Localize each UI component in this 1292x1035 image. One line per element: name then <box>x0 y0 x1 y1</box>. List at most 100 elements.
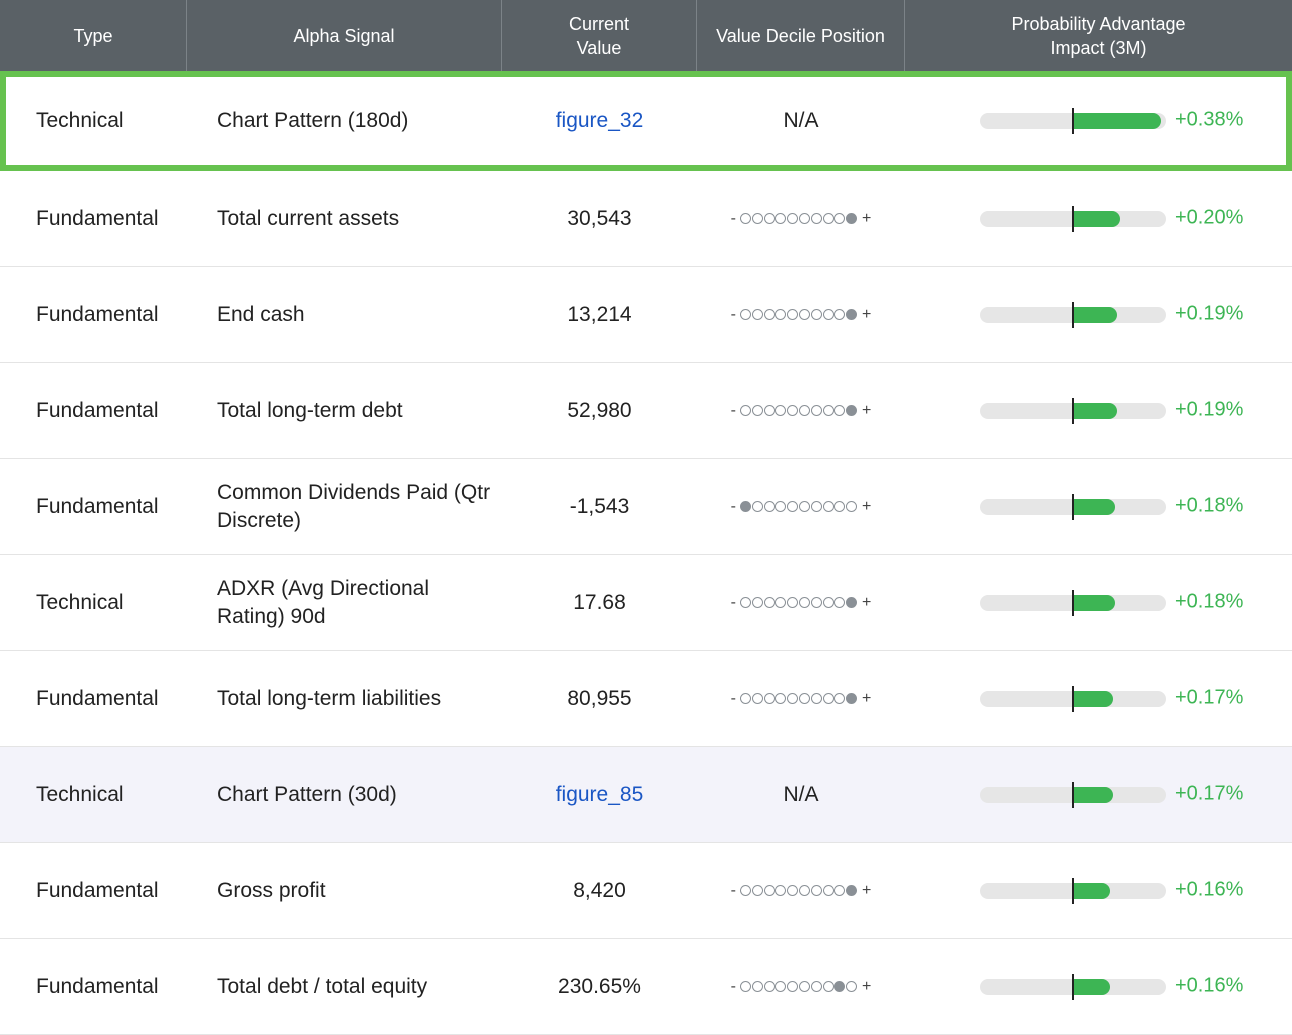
impact-bar-zero-line <box>1072 301 1074 328</box>
signal-type: Fundamental <box>36 302 159 326</box>
decile-dot <box>763 885 775 896</box>
decile-dot <box>810 885 822 896</box>
decile-dot <box>787 885 799 896</box>
header-probability-impact-label: Probability Advantage Impact (3M) <box>1011 14 1186 58</box>
signal-name: Chart Pattern (30d) <box>217 782 397 806</box>
impact-bar-zero-line <box>1072 589 1074 616</box>
decile-minus: - <box>730 881 736 899</box>
table-row[interactable]: Fundamental Total current assets 30,543- + +… <box>0 171 1292 267</box>
table-row[interactable]: Fundamental Gross profit 8,420- + +0.16% <box>0 843 1292 939</box>
impact-value: +0.19% <box>1175 397 1244 420</box>
decile-dot <box>763 981 775 992</box>
header-current-value[interactable]: Current Value <box>502 0 697 72</box>
decile-plus: + <box>861 497 872 515</box>
decile-dot <box>763 693 775 704</box>
current-value-text: 17.68 <box>573 590 626 614</box>
probability-impact: +0.16% <box>905 939 1292 1034</box>
signal-type: Technical <box>36 108 124 132</box>
impact-value: +0.17% <box>1175 685 1244 708</box>
value-decile: N/A <box>697 747 905 842</box>
table-row[interactable]: Fundamental Common Dividends Paid (Qtr Di… <box>0 459 1292 555</box>
value-decile: - + <box>697 171 905 266</box>
table-row[interactable]: Fundamental Total long-term debt 52,980- + +… <box>0 363 1292 459</box>
decile-dot <box>834 597 846 608</box>
impact-bar-zero-line <box>1072 877 1074 904</box>
current-value-link[interactable]: figure_32 <box>555 108 644 132</box>
current-value-text: 8,420 <box>573 878 626 902</box>
decile-dot <box>822 693 834 704</box>
header-alpha-signal[interactable]: Alpha Signal <box>187 0 502 72</box>
impact-bar-fill <box>1073 112 1162 129</box>
decile-dot <box>775 213 787 224</box>
impact-bar <box>980 589 1166 616</box>
impact-value: +0.38% <box>1175 107 1244 130</box>
decile-dot <box>751 597 763 608</box>
decile-dot <box>822 597 834 608</box>
impact-bar-zero-line <box>1072 493 1074 520</box>
impact-bar-fill <box>1073 594 1115 611</box>
decile-na: N/A <box>783 108 819 132</box>
decile-dot <box>787 597 799 608</box>
impact-value: +0.20% <box>1175 205 1244 228</box>
decile-dot-active <box>846 693 858 704</box>
probability-impact: +0.19% <box>905 363 1292 458</box>
decile-dot <box>763 597 775 608</box>
current-value: 8,420 <box>502 843 697 938</box>
signal-type: Fundamental <box>36 878 159 902</box>
header-value-decile[interactable]: Value Decile Position <box>697 0 905 72</box>
table-header: Type Alpha Signal Current Value Value De… <box>0 0 1292 72</box>
table-row[interactable]: Fundamental Total debt / total equity 230.… <box>0 939 1292 1035</box>
decile-dot <box>751 405 763 416</box>
table-row[interactable]: Technical Chart Pattern (30d) figure_85 N/A… <box>0 747 1292 843</box>
impact-value: +0.19% <box>1175 301 1244 324</box>
decile-dot <box>822 213 834 224</box>
decile-dot <box>798 309 810 320</box>
decile-dot <box>763 405 775 416</box>
impact-bar <box>980 397 1166 424</box>
decile-plus: + <box>861 401 872 419</box>
current-value-link[interactable]: figure_85 <box>555 782 644 806</box>
decile-indicator: - + <box>727 594 876 612</box>
probability-impact: +0.17% <box>905 651 1292 746</box>
table-row[interactable]: Technical ADXR (Avg Directional Rating) 9… <box>0 555 1292 651</box>
current-value-text: -1,543 <box>569 494 630 518</box>
decile-dot <box>775 501 787 512</box>
decile-dot <box>787 981 799 992</box>
decile-dot <box>751 693 763 704</box>
table-row[interactable]: Fundamental End cash 13,214- + +0.19% <box>0 267 1292 363</box>
impact-bar-zero-line <box>1072 397 1074 424</box>
decile-dot <box>810 309 822 320</box>
header-type[interactable]: Type <box>0 0 187 72</box>
decile-indicator: - + <box>727 882 876 900</box>
decile-dot <box>787 213 799 224</box>
impact-bar-fill <box>1073 978 1111 995</box>
decile-dot <box>751 885 763 896</box>
table-row[interactable]: Fundamental Total long-term liabilities 80… <box>0 651 1292 747</box>
decile-dot <box>810 501 822 512</box>
signal-type: Fundamental <box>36 974 159 998</box>
header-probability-impact[interactable]: Probability Advantage Impact (3M) <box>905 0 1292 72</box>
impact-bar <box>980 205 1166 232</box>
decile-plus: + <box>861 977 872 995</box>
decile-dot <box>798 597 810 608</box>
signal-type: Technical <box>36 782 124 806</box>
probability-impact: +0.17% <box>905 747 1292 842</box>
decile-dot-active <box>846 597 858 608</box>
decile-dot <box>834 885 846 896</box>
impact-bar <box>980 301 1166 328</box>
decile-dot <box>798 981 810 992</box>
decile-dot <box>822 981 834 992</box>
probability-impact: +0.20% <box>905 171 1292 266</box>
impact-bar-fill <box>1073 210 1120 227</box>
decile-indicator: - + <box>727 210 876 228</box>
impact-bar-zero-line <box>1072 973 1074 1000</box>
decile-dot <box>751 501 763 512</box>
impact-bar-fill <box>1073 498 1115 515</box>
value-decile: - + <box>697 363 905 458</box>
decile-dot <box>775 885 787 896</box>
signal-name: Gross profit <box>217 878 326 902</box>
impact-bar <box>980 877 1166 904</box>
decile-dot <box>775 309 787 320</box>
impact-bar-fill <box>1073 306 1118 323</box>
table-row[interactable]: Technical Chart Pattern (180d) figure_32 N/… <box>0 71 1292 171</box>
